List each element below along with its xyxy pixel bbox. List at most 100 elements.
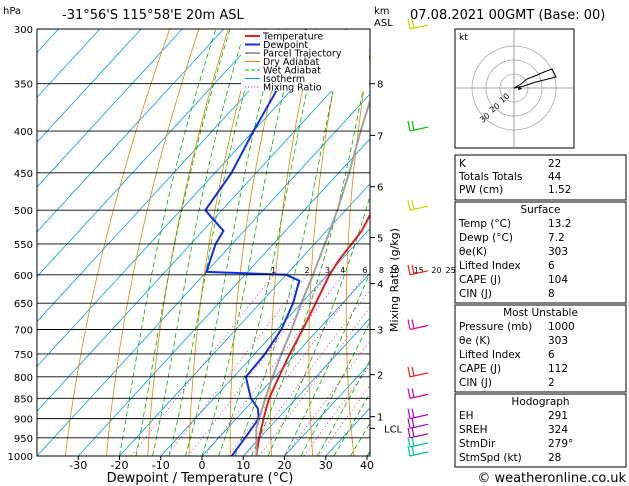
stat-label: θe (K) [459,335,490,347]
pressure-tick-label: 800 [14,373,33,384]
location-title: -31°56'S 115°58'E 20m ASL [62,8,244,23]
wind-barb [409,270,429,276]
stat-label: PW (cm) [459,184,503,196]
wind-barb-feather [411,445,415,456]
legend-label: Temperature [262,32,323,43]
profile-series [204,29,370,456]
temperature-tick-label: 20 [278,459,292,472]
isotherm-line [201,272,370,456]
hodograph-trace [513,68,557,89]
isotherm-line [37,29,142,143]
stat-value: 303 [548,335,568,347]
wind-barb-feather [411,120,415,131]
legend-label: Mixing Ratio [263,83,322,94]
isotherm-line [284,362,370,456]
wet-adiabat-line [119,29,217,456]
isotherm-lines [37,29,370,456]
dry-adiabat-line [64,29,171,456]
stat-label: CAPE (J) [459,274,501,286]
km-tick-label: 2 [377,371,383,382]
pressure-tick-label: 300 [14,25,33,36]
mixing-ratio-label: 1 [271,266,276,275]
wind-barb-feather [411,436,415,447]
wet-adiabat-line [333,392,370,456]
stat-label: θe(K) [459,246,487,258]
stats-section-title: Hodograph [511,396,569,408]
legend-label: Dewpoint [263,40,308,51]
legend-box [241,30,369,91]
pressure-tick-label: 400 [14,127,33,138]
wind-barb [409,372,429,378]
stat-label: EH [459,410,474,422]
x-axis-label: Dewpoint / Temperature (°C) [107,471,294,486]
temperature-tick-label: -10 [152,459,170,472]
isotherm-line [37,93,370,456]
wind-barb [409,126,429,132]
datetime-title: 07.08.2021 00GMT (Base: 00) [410,8,605,23]
wind-barb-feather [407,408,411,419]
pressure-tick-label: 700 [14,326,33,337]
isotherm-line [37,48,370,412]
mixing-ratio-label: 25 [446,266,456,275]
isotherm-line [242,317,370,456]
stat-value: 7.2 [548,232,565,244]
temperature-tick-labels: -30 -20 -10 0 10 20 30 40 [69,456,374,472]
wind-barb-feather [407,445,411,457]
isotherm-line [37,29,224,233]
wind-barb [409,442,429,448]
stat-label: Dewp (°C) [459,232,513,244]
stat-label: Pressure (mb) [459,321,532,333]
stat-label: SREH [459,424,488,436]
wind-barb-feather [407,120,411,132]
wind-barb [409,414,429,420]
stat-value: 303 [548,246,568,258]
km-tick-label: 8 [377,80,383,91]
wind-barb-feather [411,366,415,376]
stat-value: 6 [548,260,555,272]
mixing-ratio-label: 4 [340,266,345,275]
stat-label: StmSpd (kt) [459,452,522,464]
mixing-ratio-label: 20 [431,266,441,275]
temperature-tick-label: -20 [111,459,129,472]
mixing-ratio-label: 2 [304,266,309,275]
pressure-tick-label: 850 [14,394,33,405]
temperature-tick-label: 40 [360,459,374,472]
km-tick-label: 4 [377,280,383,291]
wind-barb-feather [411,388,415,398]
wind-barb-feather [407,200,411,211]
legend-label: Wet Adiabat [263,66,321,77]
hodograph-frame [454,28,575,149]
wind-barb-feather [411,264,415,274]
pressure-tick-label: 950 [14,434,33,445]
km-tick-label: 1 [377,413,383,424]
pressure-tick-labels: 300 350 400 450 500 550 600 650 700 750 800 850 900 9… [8,25,33,463]
isotherm-line [77,138,370,456]
pressure-tick-label: 1000 [8,452,33,463]
dry-adiabat-line [418,29,437,456]
km-tick-label: 6 [377,183,383,194]
mixing-ratio-axis-label: Mixing Ratio (g/kg) [388,228,401,332]
wind-barb-feather [407,427,411,438]
wind-barb-feather [407,388,411,399]
stat-value: 8 [548,288,555,300]
pressure-tick-label: 900 [14,415,33,426]
wind-barb-feather [407,319,411,330]
stats-surface-box [454,201,627,304]
isotherm-line [37,29,307,323]
mixing-ratio-line [188,274,328,456]
stat-value: 324 [548,424,568,436]
pressure-tick-label: 450 [14,169,33,180]
mixing-ratio-label: 10 [389,266,399,275]
legend-label: Dry Adiabat [263,57,320,68]
wind-barb [409,24,429,30]
stats-section-title: Most Unstable [503,307,578,319]
temperature-tick-label: 30 [319,459,333,472]
pressure-tick-label: 650 [14,299,33,310]
unit-asl: ASL [374,18,393,29]
stat-label: Totals Totals [458,171,522,183]
wind-barb [409,451,429,457]
wind-barb-feather [411,319,415,329]
stats-hodo-box [454,393,627,468]
